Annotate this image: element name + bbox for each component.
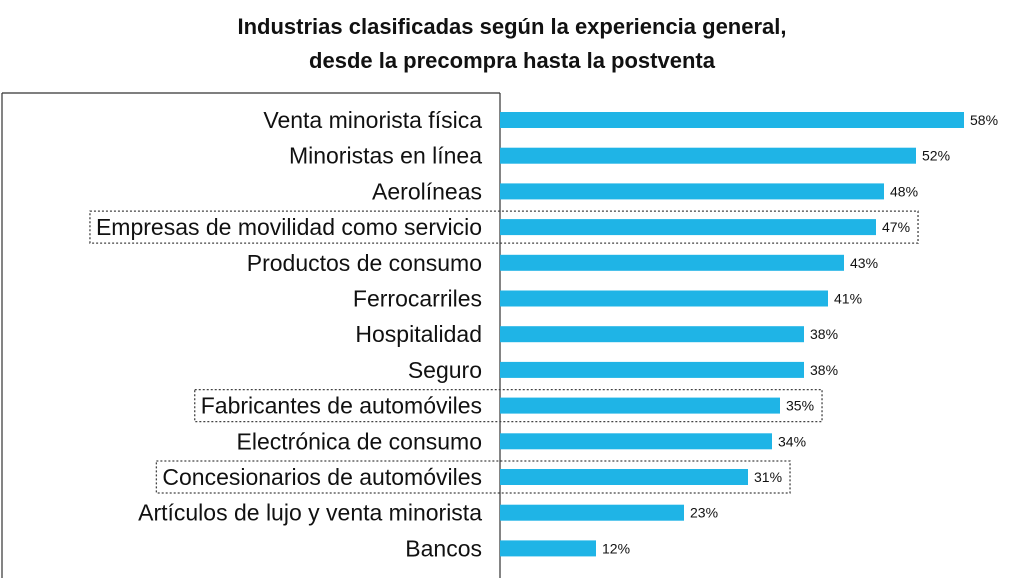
bar-seguro <box>500 361 804 378</box>
value-label-hospitalidad: 38% <box>810 326 838 342</box>
bar-aerolineas <box>500 183 884 200</box>
bar-productos-de-consumo <box>500 254 844 271</box>
bar-articulos-de-lujo-y-venta-minorista <box>500 504 684 521</box>
category-labels: Venta minorista física Minoristas en líne… <box>96 107 482 561</box>
bar-bancos <box>500 540 596 557</box>
bars <box>500 112 964 557</box>
category-label-seguro: Seguro <box>408 357 482 383</box>
bar-empresas-de-movilidad-como-servicio <box>500 219 876 236</box>
highlight-box-fabricantes-de-automoviles <box>194 388 823 423</box>
category-label-ferrocarriles: Ferrocarriles <box>353 286 482 312</box>
bar-ferrocarriles <box>500 290 828 307</box>
value-labels: 58% 52% 48% 47% 43% 41% 38% 38% 35% 34% 31% 23% 12% <box>602 112 998 556</box>
chart-title-line-1: Industrias clasificadas según la experie… <box>237 14 787 39</box>
category-label-aerolineas: Aerolíneas <box>372 178 482 204</box>
highlight-box-concesionarios-de-automoviles <box>155 460 791 494</box>
value-label-concesionarios-de-automoviles: 31% <box>754 469 782 485</box>
value-label-empresas-de-movilidad-como-servicio: 47% <box>882 219 910 235</box>
category-label-venta-minorista-fisica: Venta minorista física <box>263 107 482 133</box>
chart-title-line-2: desde la precompra hasta la postventa <box>309 48 715 73</box>
value-label-electronica-de-consumo: 34% <box>778 433 806 449</box>
value-label-aerolineas: 48% <box>890 183 918 199</box>
value-label-seguro: 38% <box>810 362 838 378</box>
category-label-concesionarios-de-automoviles: Concesionarios de automóviles <box>162 464 482 490</box>
category-label-productos-de-consumo: Productos de consumo <box>247 250 482 276</box>
category-label-fabricantes-de-automoviles: Fabricantes de automóviles <box>201 393 482 419</box>
value-label-bancos: 12% <box>602 540 630 556</box>
value-label-minoristas-en-linea: 52% <box>922 148 950 164</box>
bar-electronica-de-consumo <box>500 433 772 450</box>
category-label-hospitalidad: Hospitalidad <box>355 321 482 347</box>
value-label-venta-minorista-fisica: 58% <box>970 112 998 128</box>
bar-fabricantes-de-automoviles <box>500 397 780 414</box>
highlight-box-empresas-de-movilidad-como-servicio <box>89 210 919 244</box>
value-label-fabricantes-de-automoviles: 35% <box>786 398 814 414</box>
value-label-ferrocarriles: 41% <box>834 291 862 307</box>
bar-concesionarios-de-automoviles <box>500 469 748 485</box>
category-label-empresas-de-movilidad-como-servicio: Empresas de movilidad como servicio <box>96 214 482 240</box>
bar-hospitalidad <box>500 326 804 343</box>
value-label-productos-de-consumo: 43% <box>850 255 878 271</box>
bar-minoristas-en-linea <box>500 147 916 164</box>
category-label-electronica-de-consumo: Electrónica de consumo <box>237 428 482 454</box>
category-label-articulos-de-lujo-y-venta-minorista: Artículos de lujo y venta minorista <box>138 500 482 526</box>
category-label-bancos: Bancos <box>405 535 482 561</box>
bar-venta-minorista-fisica <box>500 112 964 128</box>
value-label-articulos-de-lujo-y-venta-minorista: 23% <box>690 505 718 521</box>
category-label-minoristas-en-linea: Minoristas en línea <box>289 143 482 169</box>
highlight-boxes <box>89 210 919 494</box>
